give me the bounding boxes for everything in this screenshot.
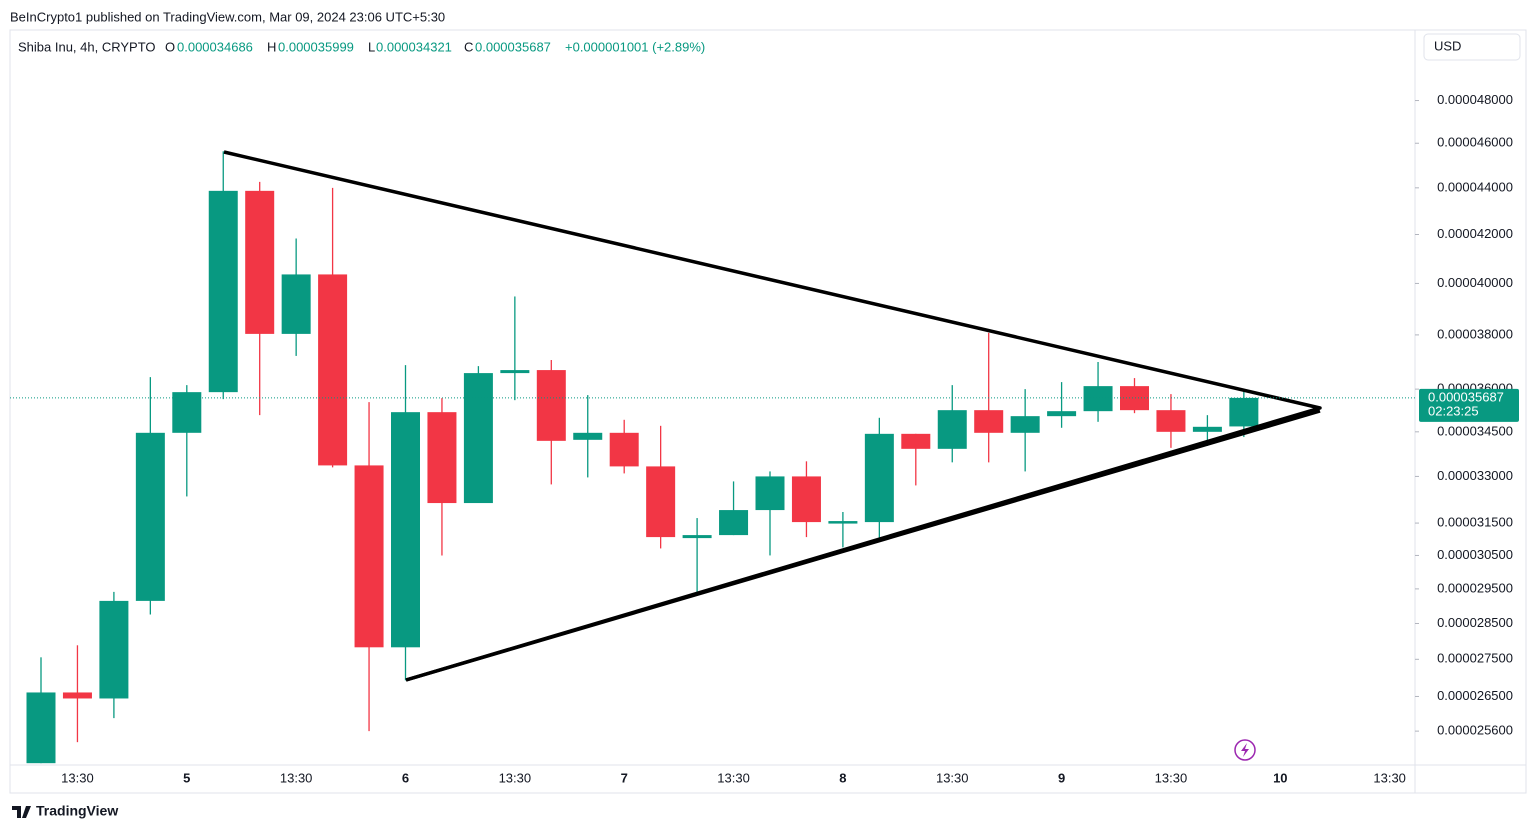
candle-body [828,521,858,524]
x-tick-label: 7 [621,770,628,785]
candle-body [1192,426,1222,432]
y-tick-label: 0.000040000 [1437,275,1513,290]
x-tick-label: 13:30 [61,770,94,785]
candle-body [391,412,420,648]
y-tick-label: 0.000025600 [1437,723,1513,738]
triangle-lower [405,409,1321,682]
y-tick-label: 0.000038000 [1437,326,1513,341]
triangle-upper [223,150,1322,682]
candle-body [99,600,129,699]
y-tick-label: 0.000030500 [1437,547,1513,562]
x-tick-label: 8 [839,770,846,785]
countdown: 02:23:25 [1428,403,1479,418]
candle-body [937,410,967,449]
candle-body [318,274,348,466]
candle-body [1047,411,1077,417]
x-tick-label: 9 [1058,770,1065,785]
candle-body [682,535,712,539]
plot-area: 0.000025600 0.000026500 0.000027500 0.00002… [10,30,1526,793]
event-icon[interactable] [1234,739,1256,761]
candle-body [719,510,749,536]
candle-body [245,190,275,334]
candle-body [281,274,311,334]
candle-body [500,370,530,374]
y-tick-label: 0.000031500 [1437,515,1513,530]
candle-body [172,392,202,433]
last-price-box [1419,388,1519,422]
x-tick-label: 13:30 [1155,770,1188,785]
tv-logo [12,806,31,818]
candle-body [62,692,92,699]
x-tick-label: 13:30 [499,770,532,785]
symbol-title: Shiba Inu, 4h, CRYPTO [18,39,156,54]
x-tick-label: 13:30 [1373,770,1406,785]
y-tick-label: 0.000033000 [1437,468,1513,483]
candle-body [974,410,1004,433]
candle-body [864,433,894,523]
candle-body [26,692,56,764]
candle-body [1229,397,1259,427]
x-tick-label: 13:30 [717,770,750,785]
ohlc-letter: C [464,39,473,54]
ohlc-value: 0.000034321 [376,39,452,54]
candle-body [427,412,457,504]
x-tick-label: 13:30 [280,770,313,785]
candle-body [755,476,785,511]
candle-body [1083,386,1113,412]
candle-body [208,190,238,393]
candle-body [1010,416,1040,433]
x-tick-label: 5 [183,770,190,785]
candle-body [1156,410,1186,432]
y-tick-label: 0.000048000 [1437,92,1513,107]
y-tick-label: 0.000028500 [1437,615,1513,630]
ohlc-letter: O [165,39,175,54]
y-tick-label: 0.000026500 [1437,688,1513,703]
ohlc-value: 0.000035687 [475,39,551,54]
x-tick-label: 10 [1273,770,1287,785]
currency-button[interactable] [1423,33,1521,61]
ohlc-value: 0.000034686 [177,39,253,54]
candle-body [354,465,384,648]
footer-brand: TradingView [36,803,118,819]
last-price-label: 0.000035687 [1428,389,1504,404]
y-tick-label: 0.000046000 [1437,135,1513,150]
x-tick-label: 13:30 [936,770,969,785]
y-tick-label: 0.000042000 [1437,226,1513,241]
candle-body [646,466,676,538]
candle-body [901,433,931,449]
ohlc-letter: L [368,39,375,54]
y-tick-label: 0.000034500 [1437,423,1513,438]
ohlc-letter: H [267,39,276,54]
candle-body [609,432,639,467]
x-tick-label: 6 [402,770,409,785]
candle-body [536,370,566,441]
ohlc-value: 0.000035999 [278,39,354,54]
chart-frame [9,29,1527,794]
candle-body [573,432,603,440]
candle-body [135,432,165,601]
y-tick-label: 0.000044000 [1437,179,1513,194]
candle-body [463,373,493,504]
candle-body [791,476,821,523]
currency: USD [1434,38,1461,53]
published-note: BeInCrypto1 published on TradingView.com… [10,9,445,24]
change: +0.000001001 (+2.89%) [565,39,705,54]
y-tick-label: 0.000029500 [1437,580,1513,595]
event-bolt [1241,743,1249,757]
y-tick-label: 0.000027500 [1437,651,1513,666]
